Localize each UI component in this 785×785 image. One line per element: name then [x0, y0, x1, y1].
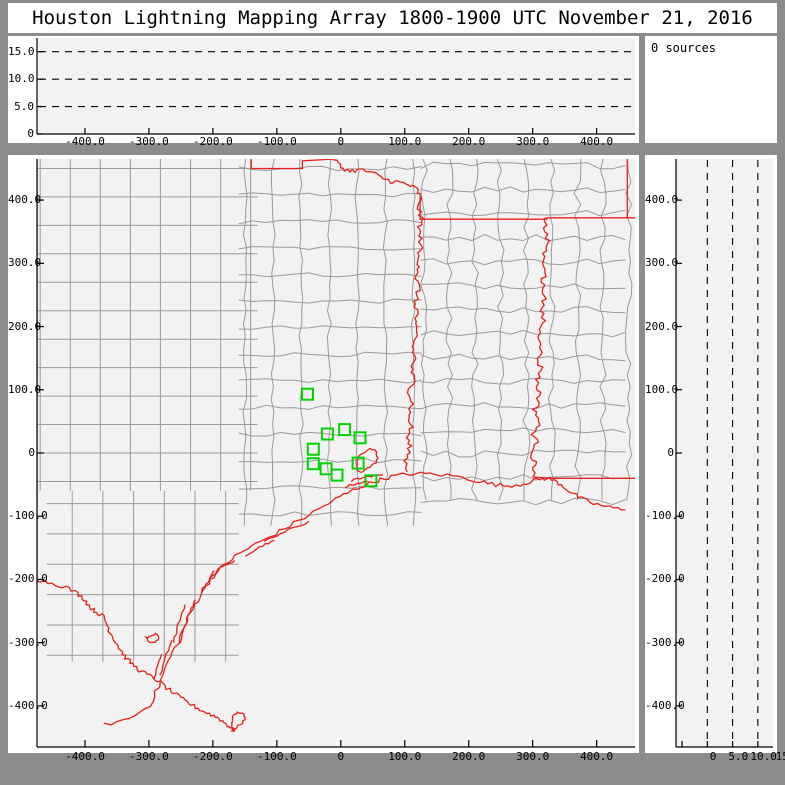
height-count-panel[interactable]: 400.0 300.0 200.0 100.0 0 -100.0 -200.0 -300.0 -…: [645, 155, 777, 753]
x-tick-label: -300.0: [129, 135, 169, 148]
y-tick-label: -100.0: [8, 509, 48, 523]
x-tick-label: 400.0: [580, 750, 614, 763]
x-tick-label: 0: [337, 135, 345, 148]
x-tick-label: 200.0: [452, 750, 486, 763]
y-tick-label: 400.0: [8, 193, 42, 207]
x-tick-label: -100.0: [256, 135, 297, 148]
x-tick-label: 10.0: [750, 750, 777, 763]
lma-station-marker: [301, 387, 314, 401]
y-tick-label: 200.0: [8, 319, 42, 333]
lma-station-marker: [320, 427, 334, 441]
x-tick-label: 200.0: [452, 135, 486, 148]
lma-station-marker: [330, 468, 344, 482]
x-tick-label: 300.0: [516, 135, 550, 148]
y-tick-label: -100.0: [645, 509, 685, 523]
y-tick-label: 300.0: [645, 256, 679, 270]
x-tick-label: -300.0: [129, 750, 169, 763]
y-tick-label: -200.0: [645, 572, 685, 586]
x-tick-label: 5.0: [728, 750, 749, 763]
x-tick-label: 15.0: [775, 750, 785, 763]
x-tick-label: 0: [337, 750, 345, 763]
x-tick-label: -400.0: [65, 135, 105, 148]
lma-station-marker: [364, 474, 378, 488]
y-tick-label: 0: [667, 446, 674, 459]
height-count-plot[interactable]: [645, 155, 777, 753]
y-tick-label: 200.0: [645, 319, 679, 333]
y-tick-label: 15.0: [8, 44, 35, 58]
y-tick-label: 5.0: [14, 99, 34, 113]
height-count-x-axis-labels: 0 5.010.015.0: [645, 749, 785, 767]
y-tick-label: -200.0: [8, 572, 48, 586]
lma-station-marker: [353, 431, 367, 445]
x-tick-label: -200.0: [193, 750, 233, 763]
y-tick-label: 100.0: [645, 382, 679, 396]
sources-count-label: 0 sources: [651, 41, 717, 55]
time-height-panel[interactable]: 0 5.0 10.0 15.0: [8, 36, 639, 143]
y-tick-label: -300.0: [645, 635, 685, 649]
lma-station-marker: [306, 442, 320, 456]
title-bar: Houston Lightning Mapping Array 1800-190…: [8, 3, 777, 33]
lma-station-marker: [338, 423, 352, 437]
x-tick-label: -100.0: [256, 750, 297, 763]
y-tick-label: 100.0: [8, 382, 42, 396]
x-tick-label: -400.0: [65, 750, 105, 763]
map-x-axis-labels: -400.0 -300.0 -200.0 -100.0 0 100.0 200.0 300.0…: [8, 749, 639, 767]
time-height-x-axis-labels: -400.0 -300.0 -200.0 -100.0 0 100.0 200.0 300.0…: [8, 134, 639, 152]
y-tick-label: 0: [28, 446, 35, 459]
plan-view-map-panel[interactable]: 400.0 300.0 200.0 100.0 0 -100.0 -200.0 -300.0 -…: [8, 155, 639, 753]
x-tick-label: 100.0: [388, 135, 422, 148]
y-tick-label: 300.0: [8, 256, 42, 270]
y-tick-label: -400.0: [8, 698, 48, 712]
y-tick-label: -400.0: [645, 698, 685, 712]
lma-station-marker: [306, 457, 320, 471]
x-tick-label: 400.0: [580, 135, 614, 148]
y-tick-label: -300.0: [8, 635, 48, 649]
sources-panel[interactable]: 0 sources: [645, 36, 777, 143]
y-tick-label: 10.0: [8, 72, 35, 86]
x-tick-label: 0: [709, 750, 717, 763]
plan-view-map[interactable]: [8, 155, 639, 753]
lma-station-marker: [351, 456, 365, 470]
y-tick-label: 400.0: [645, 193, 679, 207]
x-tick-label: 300.0: [516, 750, 550, 763]
y-tick-label: 0: [27, 127, 34, 140]
x-tick-label: 100.0: [388, 750, 422, 763]
page-title: Houston Lightning Mapping Array 1800-190…: [32, 7, 753, 29]
x-tick-label: -200.0: [193, 135, 233, 148]
time-height-plot[interactable]: [8, 36, 639, 143]
